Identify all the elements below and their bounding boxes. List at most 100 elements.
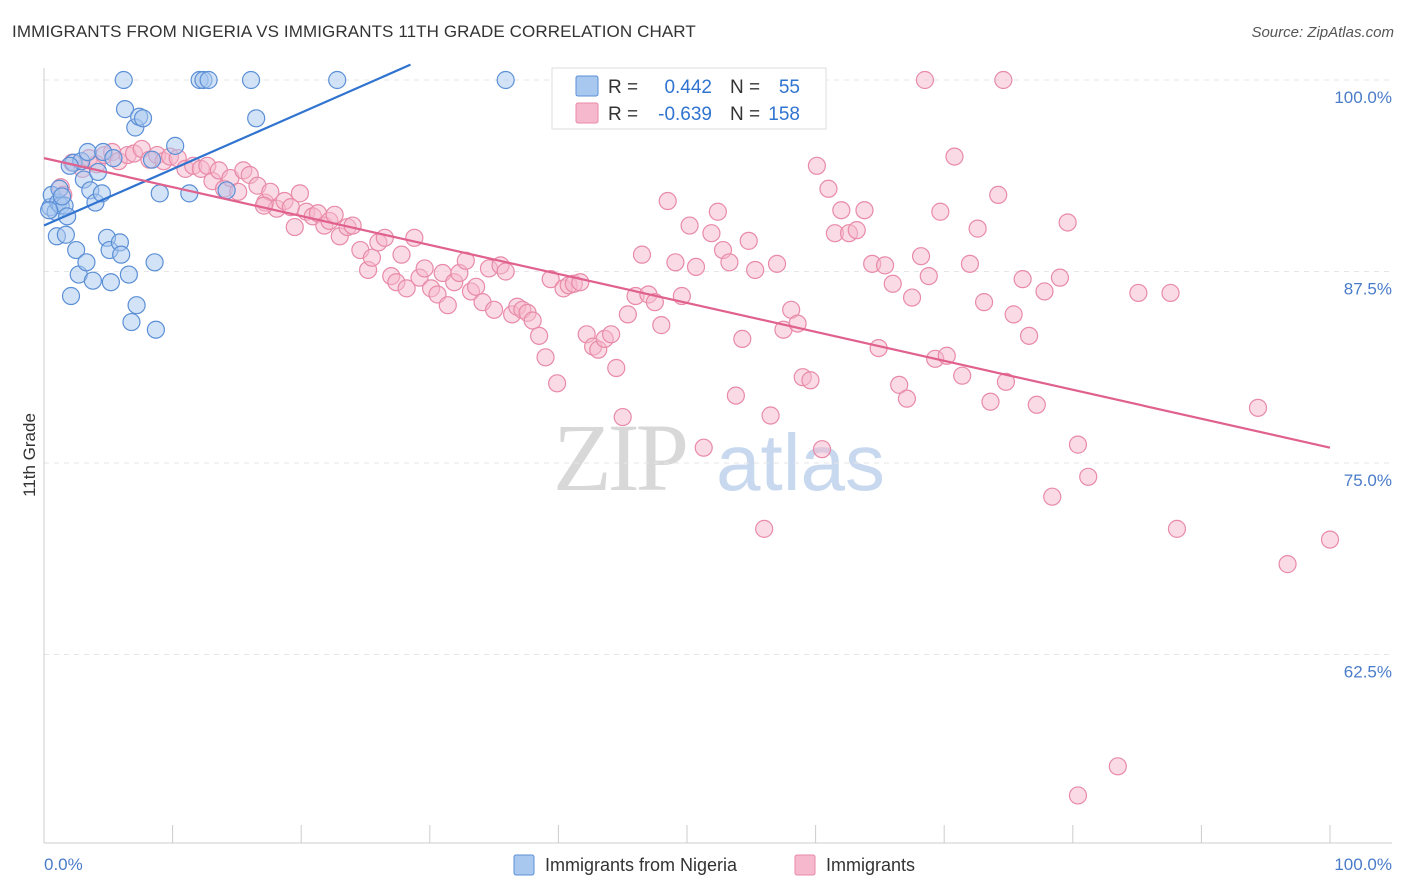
legend-r-value-blue: 0.442 [664,77,712,98]
data-point-nigeria [247,109,266,128]
data-point-immigrants [767,254,787,273]
data-point-nigeria [52,187,72,206]
data-point-nigeria [133,109,153,128]
legend-n-label-blue: N = [730,77,760,98]
bottom-legend-label-blue: Immigrants from Nigeria [545,855,738,875]
data-point-nigeria [166,136,185,155]
data-point-immigrants [466,277,486,296]
data-point-immigrants [897,389,917,408]
data-point-immigrants [686,257,706,277]
legend-n-value-pink: 158 [768,104,800,125]
data-point-immigrants [1035,282,1054,301]
y-tick-labels: 100.0% 87.5% 75.0% 62.5% [1334,88,1392,682]
data-point-immigrants [290,184,310,203]
data-point-immigrants [613,407,632,427]
data-point-immigrants [875,256,895,275]
data-point-immigrants [801,371,820,390]
legend-r-value-pink: -0.639 [658,104,712,125]
data-point-immigrants [1050,268,1070,287]
data-point-immigrants [968,219,987,238]
data-point-nigeria [61,286,81,306]
data-point-nigeria [119,265,138,284]
data-point-immigrants [1004,305,1023,324]
data-point-immigrants [761,406,780,425]
data-point-immigrants [1320,530,1340,549]
trendline-immigrants [43,157,1331,449]
data-point-immigrants [632,245,652,264]
data-point-immigrants [1161,283,1180,303]
x-ticks [43,825,1331,843]
watermark-atlas: atlas [716,418,885,507]
data-point-immigrants [392,245,411,264]
chart-title: IMMIGRANTS FROM NIGERIA VS IMMIGRANTS 11… [12,22,696,41]
data-point-immigrants [362,248,382,267]
data-point-immigrants [375,228,394,247]
data-point-nigeria [145,253,164,272]
data-point-immigrants [883,274,902,293]
data-point-immigrants [618,305,637,324]
data-point-immigrants [847,221,866,240]
data-point-nigeria [112,245,131,264]
legend-r-label-blue: R = [608,77,638,98]
data-point-immigrants [915,70,935,90]
data-point-nigeria [496,70,515,90]
data-point-immigrants [702,224,721,243]
data-point-nigeria [83,271,102,290]
data-point-immigrants [1248,398,1268,417]
data-point-immigrants [996,372,1016,391]
data-point-immigrants [994,70,1013,90]
data-point-immigrants [285,217,304,237]
x-tick-label-max: 100.0% [1334,855,1392,874]
data-point-immigrants [812,440,832,459]
data-point-immigrants [415,259,434,278]
data-point-immigrants [536,348,555,367]
data-point-nigeria [127,296,146,315]
data-point-nigeria [77,253,96,272]
data-point-nigeria [114,70,133,90]
data-point-immigrants [953,366,972,385]
trendline-nigeria [43,63,411,227]
y-tick-label: 100.0% [1334,88,1392,107]
data-point-immigrants [931,202,950,221]
data-point-immigrants [1108,757,1127,776]
data-point-immigrants [694,438,713,457]
data-point-immigrants [325,205,344,224]
x-tick-label-min: 0.0% [44,855,83,874]
y-tick-label: 62.5% [1344,663,1392,682]
series-immigrants [51,70,1340,805]
legend-swatch-blue [575,75,599,97]
data-point-immigrants [974,293,994,312]
data-point-immigrants [1278,555,1297,574]
data-point-immigrants [658,191,677,211]
data-point-immigrants [755,519,774,538]
watermark: ZIP atlas [553,404,885,511]
data-point-immigrants [571,273,590,292]
bottom-legend: Immigrants from Nigeria Immigrants [513,854,915,876]
data-point-nigeria [78,142,97,162]
data-point-immigrants [739,231,758,250]
data-point-nigeria [150,184,169,203]
data-point-nigeria [217,181,236,200]
series-immigrants-from-nigeria [40,70,515,339]
y-tick-label: 87.5% [1344,280,1392,299]
data-point-immigrants [541,270,560,289]
data-point-immigrants [720,253,739,272]
data-point-immigrants [919,266,938,286]
data-point-immigrants [746,260,765,280]
data-point-immigrants [523,311,542,330]
data-point-nigeria [104,149,123,168]
legend-n-label-pink: N = [730,104,760,125]
data-point-immigrants [1058,213,1077,232]
data-point-immigrants [1068,435,1088,454]
bottom-legend-swatch-pink [794,854,816,876]
data-point-immigrants [1019,326,1039,345]
data-point-immigrants [548,374,567,393]
data-point-immigrants [496,262,515,281]
bottom-legend-label-pink: Immigrants [826,855,915,875]
data-point-nigeria [67,240,86,260]
data-point-immigrants [708,202,727,221]
data-point-immigrants [1079,467,1098,486]
data-point-nigeria [241,70,261,90]
data-point-immigrants [890,375,909,394]
data-point-immigrants [733,329,752,349]
